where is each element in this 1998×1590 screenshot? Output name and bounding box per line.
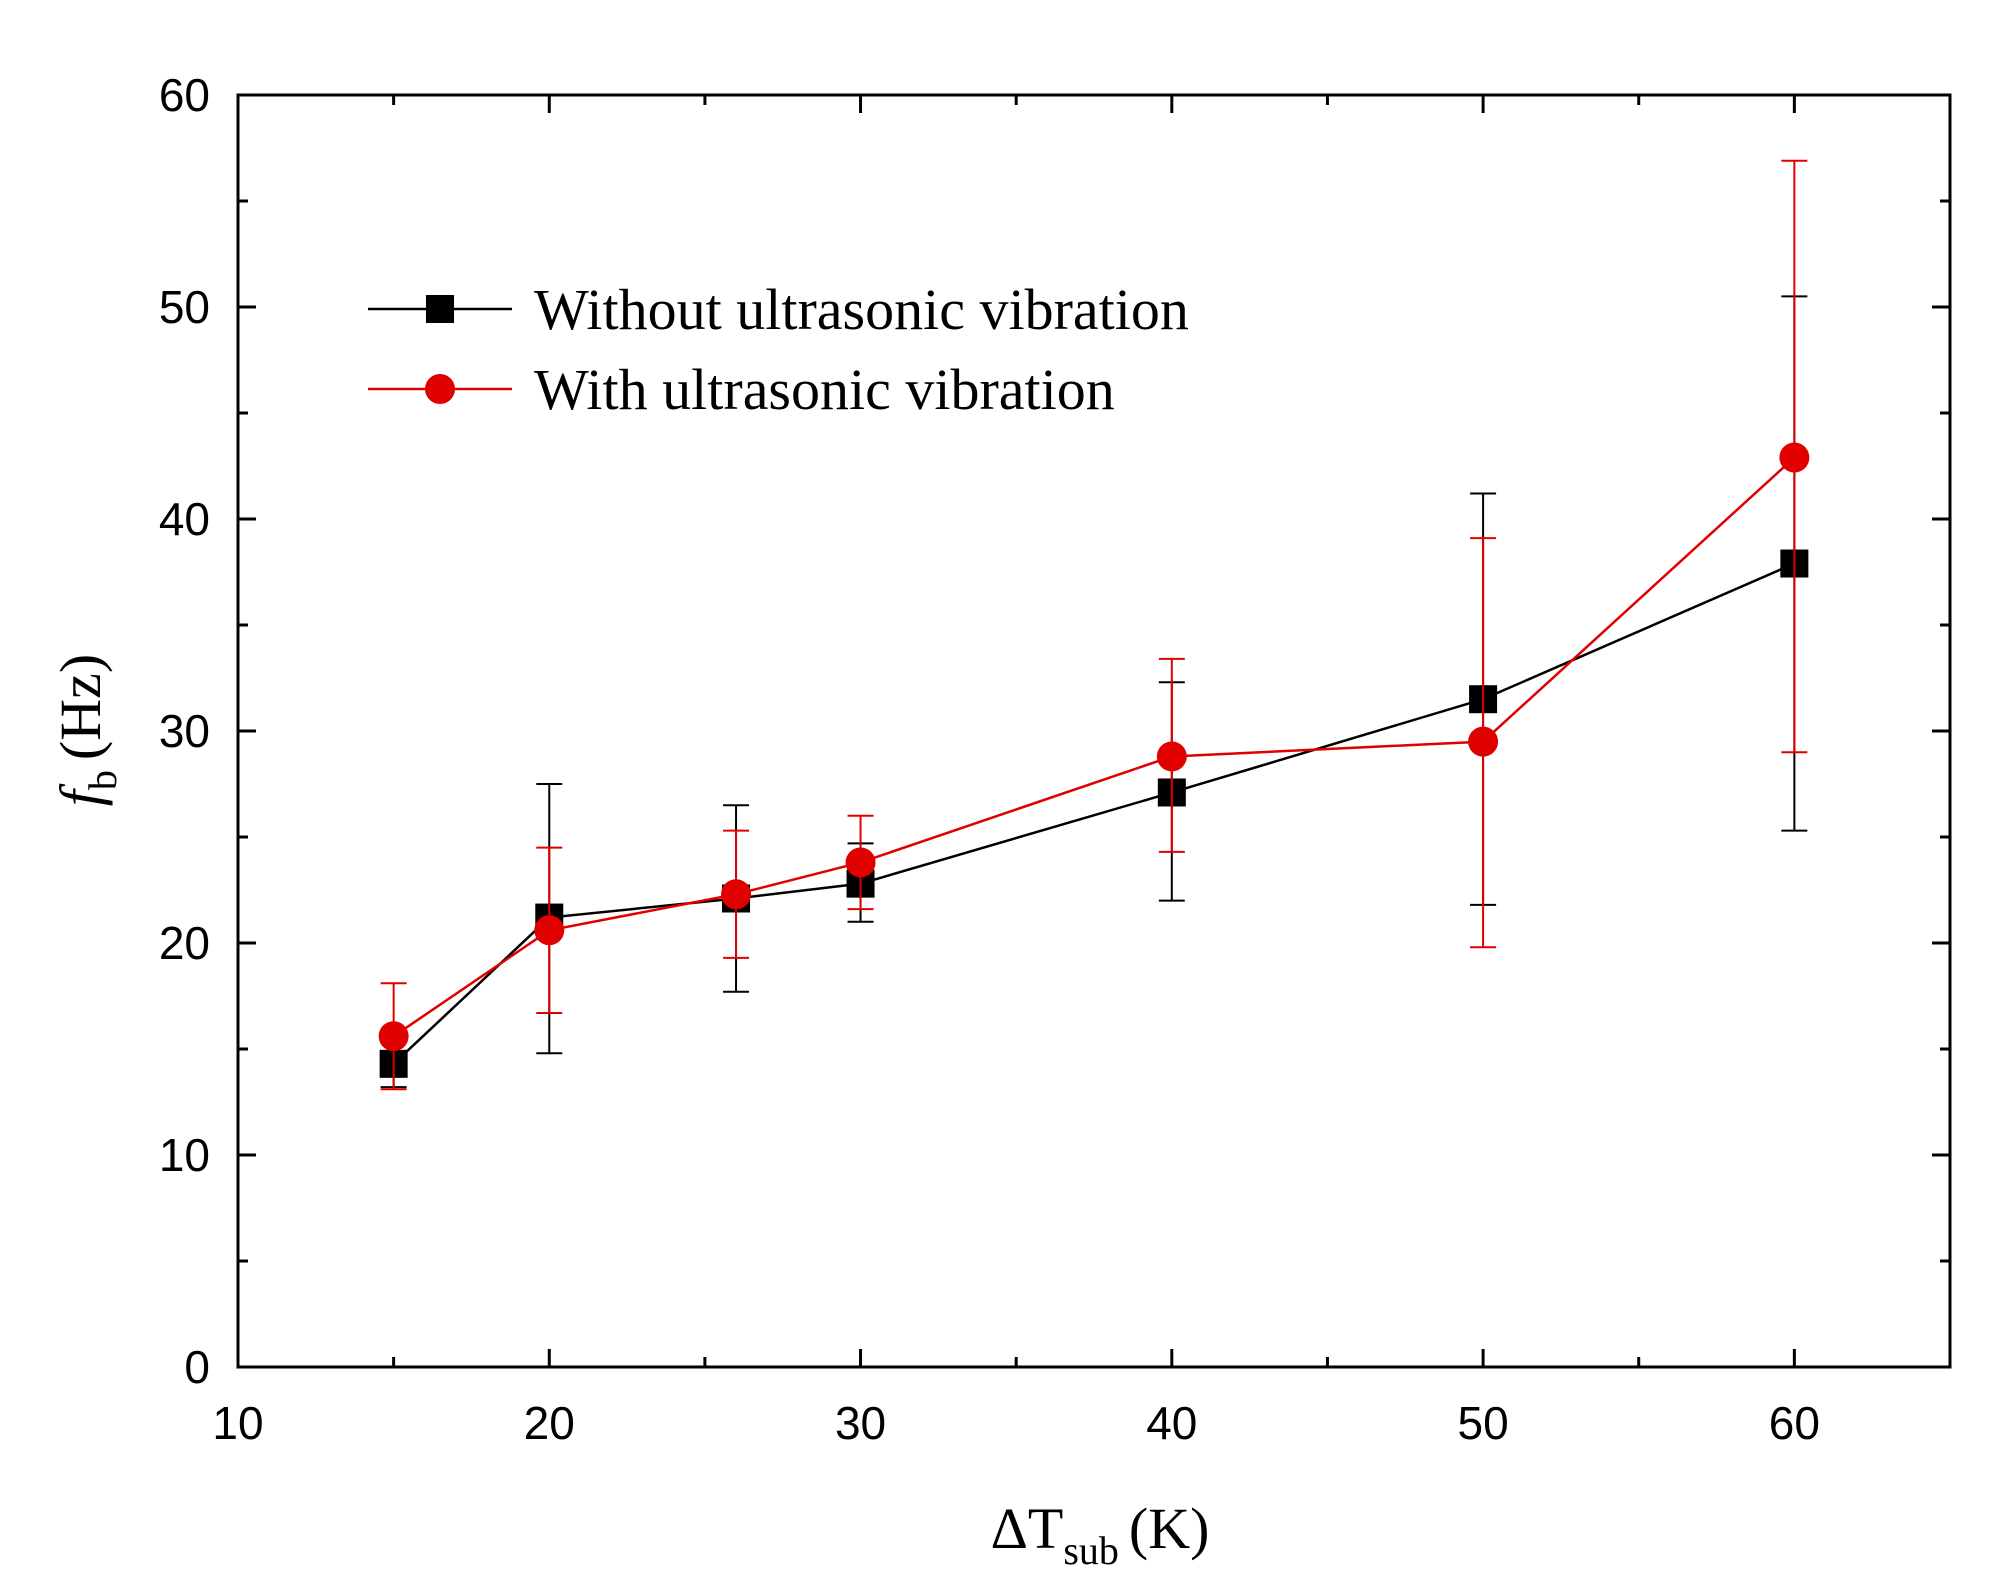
plot-frame [236, 93, 1952, 1369]
x-tick-label: 10 [212, 1397, 263, 1449]
y-tick-label: 30 [159, 705, 210, 757]
x-tick-label: 50 [1458, 1397, 1509, 1449]
axis-ticks [236, 93, 1952, 1369]
data-point-circle [721, 879, 752, 910]
data-point-circle [1468, 726, 1499, 757]
data-point-circle [845, 847, 876, 878]
x-tick-label: 60 [1769, 1397, 1820, 1449]
data-series [378, 159, 1810, 1091]
data-point-circle [1779, 442, 1810, 473]
x-tick-label: 40 [1146, 1397, 1197, 1449]
legend: Without ultrasonic vibration With ultras… [368, 277, 1189, 422]
legend-label-without: Without ultrasonic vibration [534, 277, 1189, 342]
y-tick-label: 40 [159, 493, 210, 545]
y-tick-label: 60 [159, 69, 210, 121]
legend-label-with: With ultrasonic vibration [534, 357, 1115, 422]
x-tick-label: 30 [835, 1397, 886, 1449]
legend-marker-circle [425, 374, 455, 404]
y-tick-label: 10 [159, 1129, 210, 1181]
data-point-circle [534, 915, 565, 946]
y-tick-label: 20 [159, 917, 210, 969]
series-with [378, 159, 1810, 1091]
y-tick-label: 0 [184, 1341, 210, 1393]
y-axis-title: fb(Hz) [48, 654, 125, 806]
x-axis-title: ΔTsub (K) [991, 1496, 1210, 1573]
x-tick-label: 20 [524, 1397, 575, 1449]
y-tick-label: 50 [159, 281, 210, 333]
data-point-circle [378, 1021, 409, 1052]
data-point-circle [1156, 741, 1187, 772]
legend-marker-square [426, 295, 454, 323]
